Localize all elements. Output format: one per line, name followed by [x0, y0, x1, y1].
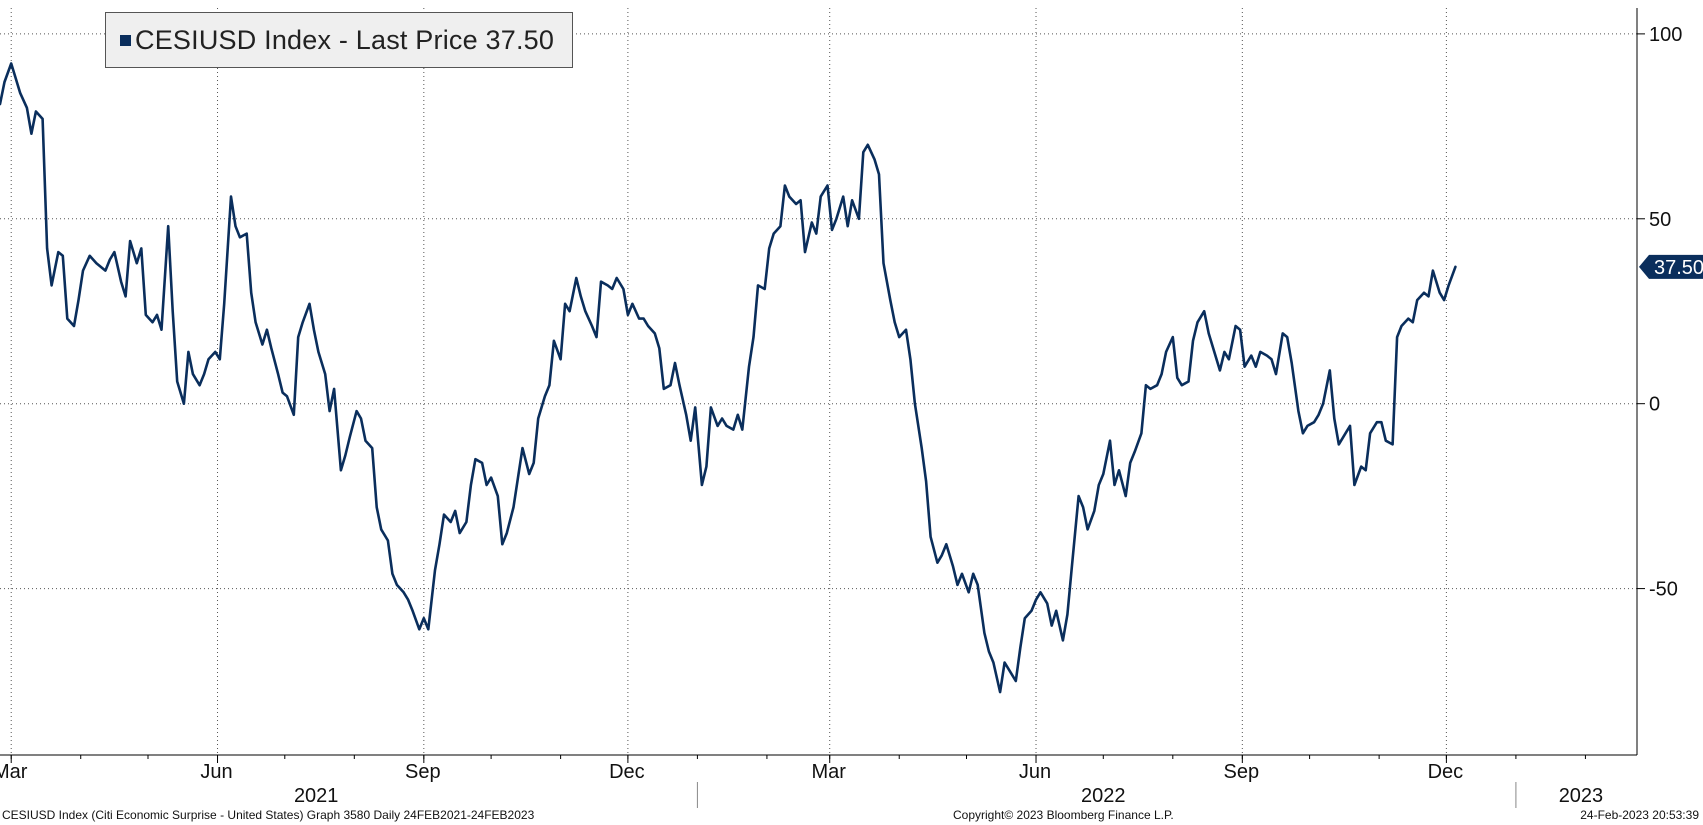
x-year-label: 2022	[1081, 785, 1126, 807]
legend-label-line: CESIUSD Index - Last Price 37.50	[135, 25, 554, 56]
x-tick-label: Mar	[0, 761, 28, 783]
x-tick-label: Jun	[200, 761, 232, 783]
x-tick-label: Sep	[405, 761, 441, 783]
x-tick-label: Mar	[811, 761, 846, 783]
y-tick-label: -50	[1649, 579, 1678, 601]
legend-swatch-icon	[120, 34, 131, 46]
x-tick-label: Dec	[609, 761, 645, 783]
x-tick-label: Dec	[1428, 761, 1464, 783]
y-tick-label: 0	[1649, 394, 1660, 416]
y-tick-label: 50	[1649, 209, 1671, 231]
chart-labels: 100 50 0 -50 Mar Jun Sep Dec Mar Jun Sep Dec 2021 202…	[0, 24, 1703, 807]
chart-gridlines	[0, 8, 1637, 755]
legend-label: CESIUSD Index - Last Price	[135, 24, 478, 55]
y-tick-label: 100	[1649, 24, 1682, 46]
footer-description: CESIUSD Index (Citi Economic Surprise - …	[2, 808, 535, 822]
x-tick-label: Jun	[1019, 761, 1051, 783]
legend-value: 37.50	[485, 24, 555, 55]
footer-copyright: Copyright© 2023 Bloomberg Finance L.P.	[953, 808, 1174, 822]
x-tick-label: Sep	[1224, 761, 1260, 783]
chart-legend: CESIUSD Index - Last Price 37.50	[105, 12, 573, 68]
chart-axes	[0, 8, 1645, 808]
x-year-label: 2021	[294, 785, 339, 807]
last-price-label: 37.50	[1654, 257, 1703, 279]
footer-timestamp: 24-Feb-2023 20:53:39	[1580, 808, 1699, 822]
x-year-label: 2023	[1559, 785, 1604, 807]
series-line-cesiusd	[0, 62, 1457, 694]
last-price-tag	[1639, 254, 1703, 279]
chart-series	[0, 62, 1457, 694]
